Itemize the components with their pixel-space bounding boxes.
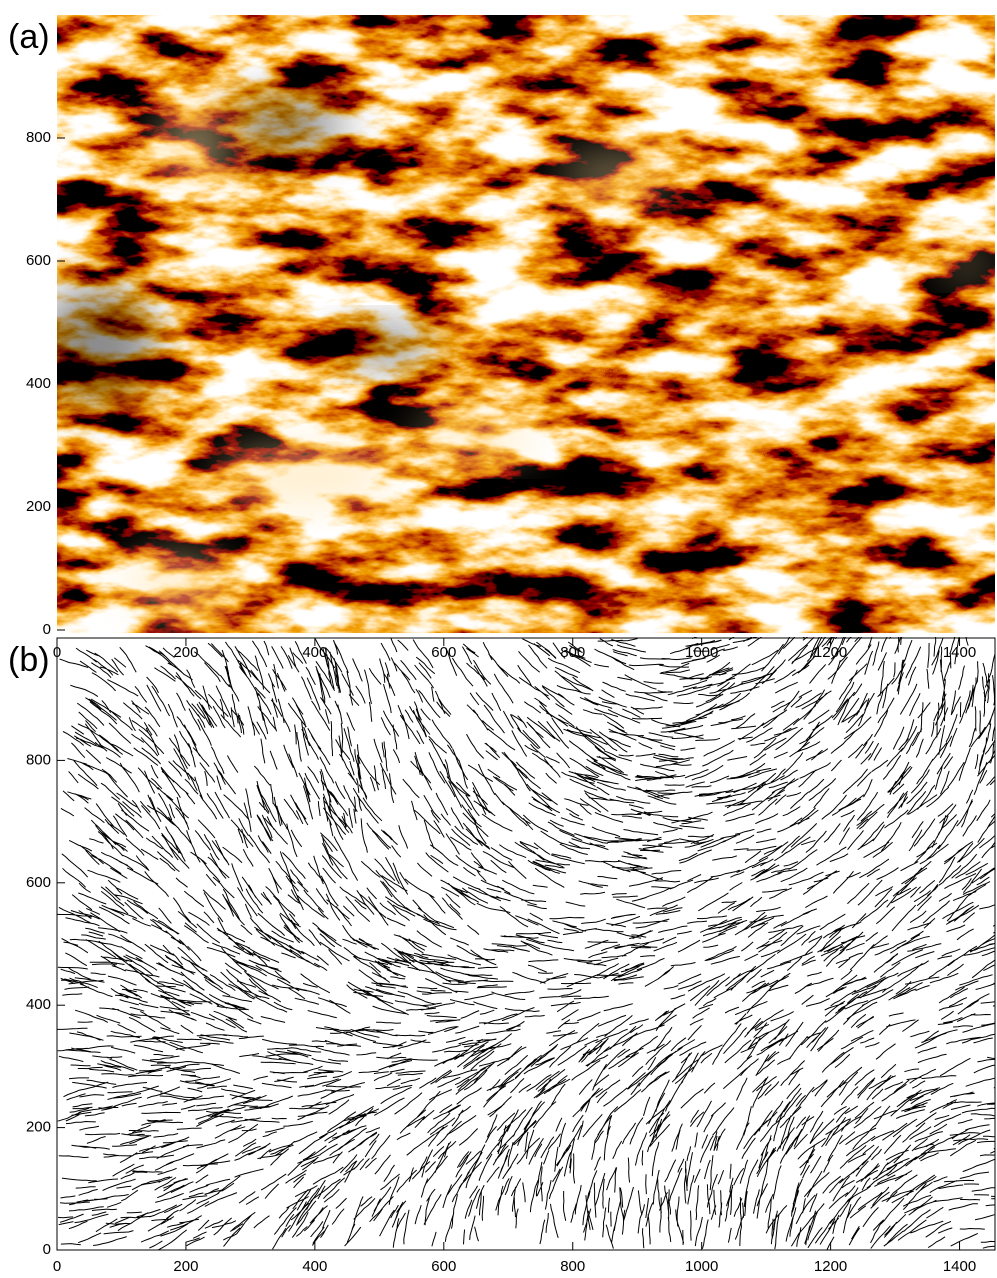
x-tick-label: 1400 <box>943 1258 976 1275</box>
x-tick-label-top: 200 <box>173 644 198 661</box>
y-tick-label: 200 <box>26 1119 51 1136</box>
bright-region <box>157 105 237 185</box>
x-tick-label-top: 400 <box>302 644 327 661</box>
x-tick-label-top: 1000 <box>685 644 718 661</box>
dark-region <box>337 325 437 365</box>
panel-label: (a) <box>8 18 50 56</box>
x-tick-label: 400 <box>302 1258 327 1275</box>
y-tick-label: 400 <box>26 375 51 392</box>
x-tick-label-top: 1200 <box>814 644 847 661</box>
x-tick-label-top: 0 <box>53 644 61 661</box>
x-tick-label: 600 <box>431 1258 456 1275</box>
y-tick-label: 0 <box>43 1241 51 1258</box>
x-tick-label-top: 600 <box>431 644 456 661</box>
dark-region <box>227 95 347 155</box>
y-tick-label: 600 <box>26 874 51 891</box>
bright-region <box>217 447 397 503</box>
y-tick-label: 800 <box>26 751 51 768</box>
plot-frame <box>56 637 996 1251</box>
x-tick-label-top: 1400 <box>943 644 976 661</box>
y-tick-label: 800 <box>26 129 51 146</box>
bright-region <box>557 155 677 195</box>
x-tick-label: 0 <box>53 1258 61 1275</box>
fibril-map <box>57 637 995 1250</box>
x-tick-label-top: 800 <box>560 644 585 661</box>
bright-region <box>417 413 537 457</box>
solar-image <box>57 15 995 633</box>
y-tick-label: 200 <box>26 498 51 515</box>
bright-region <box>942 251 992 279</box>
fibrils <box>57 637 995 1250</box>
dark-region <box>57 285 157 405</box>
x-tick-label: 200 <box>173 1258 198 1275</box>
x-tick-label: 1200 <box>814 1258 847 1275</box>
y-tick-label: 0 <box>43 621 51 638</box>
y-tick-label: 600 <box>26 252 51 269</box>
panel-label: (b) <box>8 641 50 679</box>
y-tick-label: 400 <box>26 996 51 1013</box>
x-tick-label: 800 <box>560 1258 585 1275</box>
bright-region <box>127 555 227 615</box>
x-tick-label: 1000 <box>685 1258 718 1275</box>
